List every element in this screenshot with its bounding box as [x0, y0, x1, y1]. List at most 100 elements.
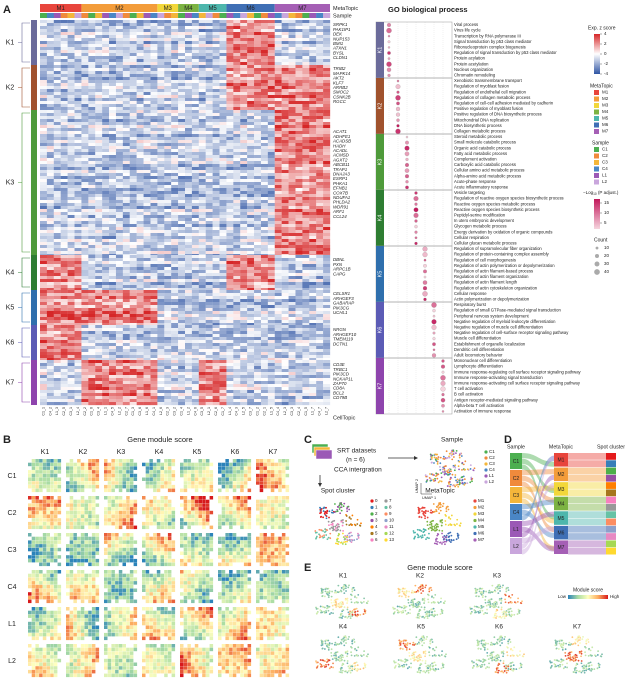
heatmap-cell — [53, 215, 61, 219]
heatmap-cell — [260, 276, 269, 280]
heatmap-cell — [74, 74, 82, 78]
heatmap-cell — [109, 346, 117, 350]
heatmap-cell — [67, 212, 75, 216]
heatmap-cell — [233, 92, 241, 96]
heatmap-cell — [240, 254, 248, 256]
heatmap-cell — [254, 137, 262, 141]
heatmap-cell — [143, 26, 151, 30]
heatmap-cell — [88, 20, 96, 24]
heatmap-cell — [302, 29, 310, 33]
heatmap-cell — [74, 218, 82, 222]
heatmap-cell — [247, 146, 255, 150]
heatmap-cell — [46, 270, 54, 274]
heatmap-cell — [164, 236, 172, 240]
heatmap-cell — [316, 227, 324, 231]
heatmap-cell — [95, 212, 103, 216]
heatmap-cell — [81, 323, 89, 326]
heatmap-cell — [281, 83, 289, 87]
heatmap-cell — [95, 47, 103, 51]
heatmap-cell — [226, 107, 234, 111]
heatmap-cell — [198, 293, 206, 297]
heatmap-cell — [67, 209, 75, 213]
heatmap-cell — [323, 209, 331, 213]
heatmap-cell — [205, 179, 213, 183]
heatmap-cell — [178, 116, 186, 120]
heatmap-cell — [185, 308, 193, 312]
heatmap-cell — [267, 328, 275, 332]
heatmap-cell — [323, 320, 331, 324]
heatmap-cell — [115, 101, 124, 105]
heatmap-cell — [88, 140, 96, 144]
heatmap-cell — [150, 255, 158, 259]
heatmap-cell — [157, 101, 165, 105]
heatmap-cell — [212, 35, 220, 39]
heatmap-cell — [185, 110, 193, 114]
heatmap-cell — [185, 340, 193, 344]
heatmap-cell — [281, 215, 289, 219]
heatmap-cell — [302, 143, 310, 147]
heatmap-cell — [74, 320, 82, 324]
heatmap-cell — [267, 170, 275, 174]
heatmap-cell — [74, 200, 82, 204]
heatmap-cell — [88, 74, 96, 78]
heatmap-cell — [185, 134, 193, 138]
heatmap-cell — [219, 296, 227, 300]
heatmap-cell — [302, 346, 310, 350]
heatmap-cell — [302, 188, 310, 192]
heatmap-cell — [323, 358, 331, 361]
heatmap-cell — [81, 23, 89, 27]
heatmap-cell — [164, 116, 172, 120]
heatmap-cell — [288, 50, 296, 54]
heatmap-cell — [129, 164, 137, 168]
heatmap-cell — [185, 323, 193, 326]
heatmap-cell — [102, 89, 110, 93]
dendrogram — [18, 22, 30, 63]
heatmap-cell — [53, 248, 61, 252]
heatmap-cell — [67, 104, 75, 108]
heatmap-cell — [136, 285, 144, 289]
heatmap-cell — [157, 20, 165, 24]
heatmap-cell — [178, 104, 186, 108]
heatmap-cell — [74, 188, 82, 192]
heatmap-cell — [102, 95, 110, 99]
heatmap-cell — [185, 65, 193, 69]
heatmap-cell — [60, 122, 68, 126]
heatmap-cell — [136, 236, 144, 240]
heatmap-cell — [129, 35, 137, 39]
heatmap-cell — [143, 77, 151, 81]
heatmap-cell — [260, 317, 269, 321]
dendrogram — [18, 112, 30, 253]
heatmap-cell — [267, 20, 275, 24]
heatmap-cell — [302, 206, 310, 210]
heatmap-cell — [136, 26, 144, 30]
heatmap-cell — [219, 224, 227, 228]
heatmap-cell — [233, 218, 241, 222]
heatmap-cell — [53, 170, 61, 174]
heatmap-cell — [254, 254, 262, 256]
heatmap-cell — [102, 134, 110, 138]
heatmap-cell — [157, 273, 165, 277]
heatmap-cell — [267, 349, 275, 353]
heatmap-cell — [46, 23, 54, 27]
heatmap-cell — [109, 98, 117, 102]
sample-bar — [274, 13, 282, 18]
heatmap-cell — [226, 355, 234, 359]
heatmap-cell — [136, 245, 144, 249]
heatmap-cell — [178, 212, 186, 216]
heatmap-cell — [74, 224, 82, 228]
heatmap-cell — [309, 209, 317, 213]
heatmap-cell — [46, 239, 54, 243]
heatmap-cell — [233, 337, 241, 341]
heatmap-cell — [247, 203, 255, 207]
heatmap-cell — [205, 155, 213, 159]
heatmap-cell — [122, 282, 130, 286]
heatmap-cell — [274, 131, 282, 135]
heatmap-cell — [260, 173, 269, 177]
heatmap-cell — [40, 23, 48, 27]
heatmap-cell — [88, 293, 96, 297]
heatmap-cell — [102, 65, 110, 69]
heatmap-cell — [281, 203, 289, 207]
heatmap-cell — [102, 282, 110, 286]
heatmap-cell — [102, 248, 110, 252]
heatmap-cell — [60, 314, 68, 318]
